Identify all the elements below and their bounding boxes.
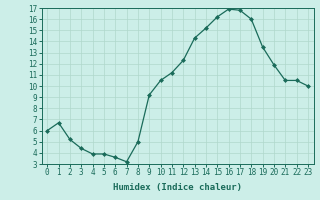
X-axis label: Humidex (Indice chaleur): Humidex (Indice chaleur) (113, 183, 242, 192)
